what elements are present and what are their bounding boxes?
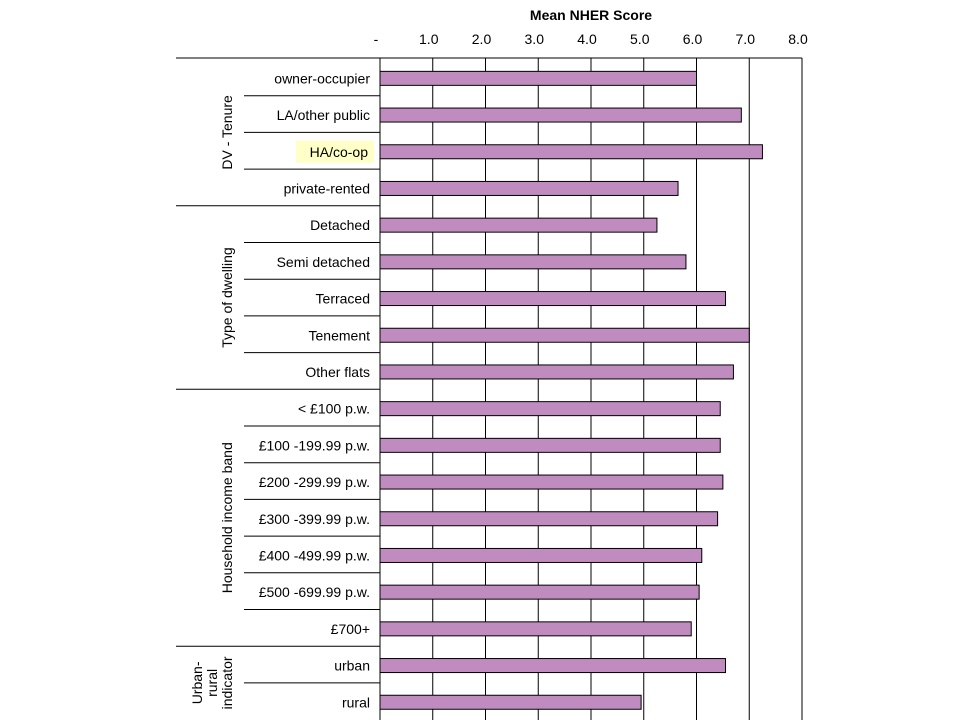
chart-title: Mean NHER Score	[530, 7, 652, 23]
category-label: Semi detached	[277, 254, 370, 270]
x-tick-label: 3.0	[525, 31, 545, 47]
x-tick-label: 2.0	[472, 31, 492, 47]
category-frame	[176, 57, 802, 684]
x-tick-label: 4.0	[577, 31, 597, 47]
bar	[379, 474, 724, 490]
x-tick-label: 6.0	[683, 31, 703, 47]
x-tick-label: 5.0	[630, 31, 650, 47]
bar	[379, 584, 700, 600]
category-label: LA/other public	[277, 107, 370, 123]
group-label: Household income band	[219, 442, 235, 593]
x-tick-label: 7.0	[736, 31, 756, 47]
bar	[379, 217, 658, 233]
category-label: owner-occupier	[274, 70, 370, 86]
bar	[379, 364, 734, 380]
bar	[379, 70, 697, 86]
bar	[379, 547, 703, 563]
bar	[379, 658, 727, 674]
bar	[379, 621, 692, 637]
group-label: DV - Tenure	[219, 95, 235, 170]
x-tick-label: -	[374, 31, 379, 47]
gridlines	[379, 58, 803, 720]
category-label: £400 -499.99 p.w.	[259, 547, 370, 563]
category-label: rural	[342, 694, 370, 710]
bar	[379, 327, 750, 343]
x-axis-ticks: - 1.0 2.0 3.0 4.0 5.0 6.0 7.0 8.0	[374, 31, 808, 47]
category-label: £700+	[331, 621, 370, 637]
group-label: Type of dwelling	[219, 247, 235, 347]
category-label: £500 -699.99 p.w.	[259, 584, 370, 600]
bar	[379, 401, 721, 417]
label-highlight	[296, 140, 374, 163]
bar	[379, 437, 721, 453]
bar	[379, 511, 719, 527]
bar	[379, 254, 687, 270]
category-label: Tenement	[309, 327, 371, 343]
category-label: HA/co-op	[310, 144, 369, 160]
group-labels: DV - Tenure Type of dwelling Household inc…	[189, 95, 235, 709]
group-label: Urban-	[189, 661, 205, 704]
category-label: £300 -399.99 p.w.	[259, 511, 370, 527]
group-label: indicator	[219, 656, 235, 709]
bar	[379, 107, 742, 123]
category-label: urban	[334, 658, 370, 674]
bars	[379, 70, 763, 710]
category-label: £100 -199.99 p.w.	[259, 437, 370, 453]
category-label: Other flats	[305, 364, 370, 380]
bar	[379, 694, 642, 710]
x-tick-label: 8.0	[788, 31, 808, 47]
bar	[379, 291, 727, 307]
group-label: rural	[204, 669, 220, 697]
category-label: private-rented	[284, 180, 370, 196]
bar	[379, 144, 763, 160]
category-labels: owner-occupier LA/other public HA/co-op pri…	[259, 70, 374, 710]
category-label: Detached	[310, 217, 370, 233]
category-label: Terraced	[316, 291, 370, 307]
category-label: £200 -299.99 p.w.	[259, 474, 370, 490]
x-tick-label: 1.0	[419, 31, 439, 47]
bar	[379, 180, 679, 196]
category-label: < £100 p.w.	[298, 401, 370, 417]
